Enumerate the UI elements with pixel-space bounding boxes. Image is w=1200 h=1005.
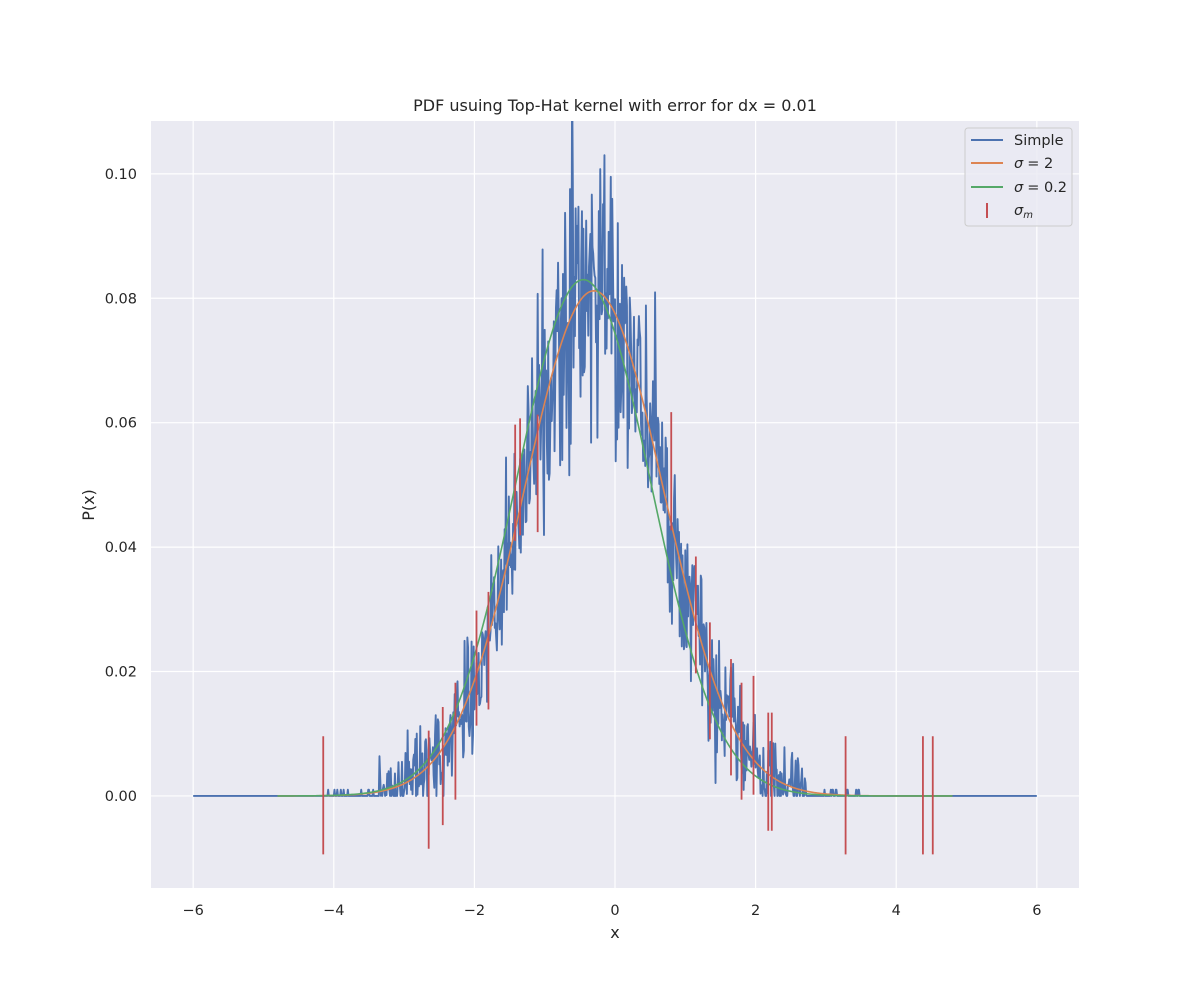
y-tick-label: 0.00 — [105, 789, 137, 805]
series-layer — [192, 121, 1038, 797]
legend-label-sigma-2: σ = 2 — [1014, 156, 1053, 172]
legend-label-simple: Simple — [1014, 133, 1064, 149]
x-tick-label: 6 — [1032, 903, 1041, 919]
tick-labels: −6 −4 −2 0 2 4 6 0.00 0.02 0.04 0.06 0.08 0.10 — [105, 167, 1042, 919]
error-bars — [322, 412, 934, 855]
legend-label-sigma-0-2: σ = 0.2 — [1014, 180, 1067, 196]
x-tick-label: 0 — [610, 903, 619, 919]
x-tick-label: −4 — [323, 903, 344, 919]
legend-item-simple: Simple — [971, 133, 1064, 149]
chart-title: PDF usuing Top-Hat kernel with error for… — [413, 96, 817, 115]
y-tick-label: 0.08 — [105, 291, 137, 307]
legend-item-sigma-2: σ = 2 — [971, 156, 1053, 172]
legend-frame — [964, 127, 1073, 227]
legend-item-sigma-m: σm — [986, 203, 1033, 221]
legend-label-sigma-m: σm — [1014, 203, 1033, 221]
x-tick-label: 2 — [751, 903, 760, 919]
legend: Simple σ = 2 σ = 0.2 σm — [964, 127, 1073, 227]
y-tick-label: 0.10 — [105, 167, 137, 183]
x-axis-label: x — [610, 923, 619, 942]
y-axis-label: P(x) — [79, 489, 98, 521]
x-tick-label: −6 — [182, 903, 203, 919]
series-line-2 — [277, 278, 953, 797]
y-tick-label: 0.04 — [105, 540, 137, 556]
y-tick-label: 0.02 — [105, 665, 137, 681]
x-tick-label: 4 — [892, 903, 901, 919]
x-tick-label: −2 — [464, 903, 485, 919]
legend-item-sigma-0-2: σ = 0.2 — [971, 180, 1067, 196]
y-tick-label: 0.06 — [105, 416, 137, 432]
